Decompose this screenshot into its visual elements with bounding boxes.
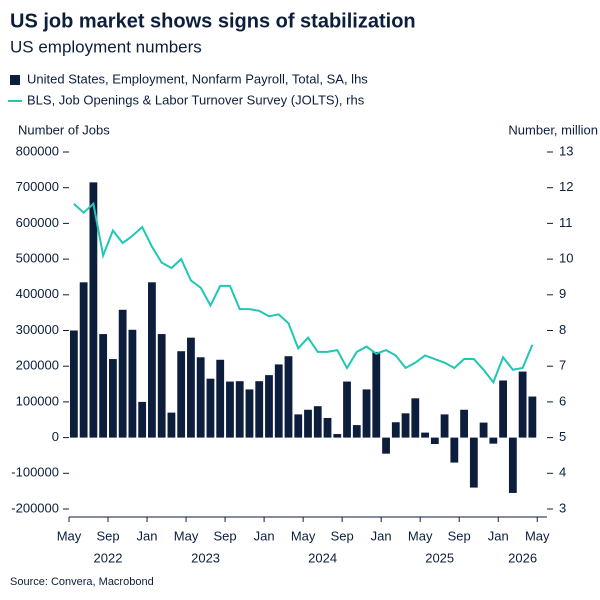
bar	[391, 422, 400, 438]
y-tick-label: 700000	[16, 179, 59, 194]
bar	[304, 409, 312, 438]
legend-label: BLS, Job Openings & Labor Turnover Surve…	[27, 92, 365, 107]
bar	[508, 437, 517, 493]
y-tick-label: 600000	[16, 215, 59, 230]
bar	[206, 378, 215, 438]
x-tick-label: Jan	[254, 528, 275, 543]
bar	[157, 334, 166, 438]
x-tick-label: May	[291, 528, 316, 543]
bar	[372, 351, 381, 438]
y2-tick-label: 5	[559, 429, 566, 444]
bar	[323, 417, 332, 438]
x-tick-label: Sep	[448, 528, 471, 543]
bar	[89, 182, 98, 438]
x-tick-label: Sep	[96, 528, 119, 543]
bar	[528, 396, 537, 438]
y2-tick-label: 13	[559, 143, 573, 158]
source-note: Source: Convera, Macrobond	[10, 576, 154, 588]
bar	[430, 437, 439, 445]
bar	[313, 406, 322, 438]
y-tick-label: -200000	[11, 500, 59, 515]
bar	[69, 330, 78, 438]
y-tick-label: 0	[52, 429, 59, 444]
bar	[118, 309, 127, 438]
bar	[421, 432, 429, 438]
bar	[411, 398, 420, 438]
bar	[352, 425, 361, 438]
x-tick-label: Sep	[331, 528, 354, 543]
bar	[469, 437, 478, 488]
bar	[167, 412, 176, 438]
y-tick-label: 500000	[16, 251, 59, 266]
bar	[177, 351, 186, 438]
x-tick-label: Jan	[371, 528, 392, 543]
bar	[196, 357, 205, 438]
y2-tick-label: 12	[559, 179, 573, 194]
bar	[333, 434, 342, 438]
y-axis-title: Number of Jobs	[18, 122, 110, 137]
y2-tick-label: 7	[559, 358, 566, 373]
chart-subtitle: US employment numbers	[10, 37, 202, 56]
y-tick-label: 200000	[16, 358, 59, 373]
y-tick-label: -100000	[11, 465, 59, 480]
bar	[148, 282, 156, 438]
year-label: 2025	[425, 550, 454, 565]
bar	[255, 381, 264, 438]
year-label: 2022	[94, 550, 123, 565]
x-tick-label: Jan	[137, 528, 158, 543]
legend-label: United States, Employment, Nonfarm Payro…	[27, 71, 368, 86]
bar	[216, 359, 225, 438]
bar	[265, 375, 273, 438]
year-label: 2024	[308, 550, 337, 565]
y-tick-label: 800000	[16, 143, 59, 158]
y2-tick-label: 8	[559, 322, 566, 337]
bar	[79, 282, 88, 438]
bar	[284, 356, 293, 438]
bar	[138, 401, 147, 438]
bar	[499, 380, 508, 438]
x-tick-label: Jan	[488, 528, 509, 543]
y-tick-label: 100000	[16, 393, 59, 408]
y2-tick-label: 6	[559, 393, 566, 408]
y2-axis-title: Number, million	[508, 122, 598, 137]
bar	[450, 437, 459, 463]
bar	[235, 381, 244, 438]
bar	[382, 437, 390, 454]
x-tick-label: May	[57, 528, 82, 543]
line	[73, 201, 534, 385]
year-label: 2023	[191, 550, 220, 565]
legend-swatch	[10, 75, 20, 85]
x-tick-label: May	[408, 528, 433, 543]
y2-tick-label: 4	[559, 465, 566, 480]
bar	[489, 437, 498, 444]
bar	[440, 414, 449, 438]
y2-tick-label: 10	[559, 251, 573, 266]
bar	[187, 337, 195, 438]
bar	[518, 371, 527, 438]
y2-tick-label: 3	[559, 500, 566, 515]
bar	[245, 389, 254, 438]
y2-tick-label: 11	[559, 215, 573, 230]
bar	[226, 381, 234, 438]
chart-title: US job market shows signs of stabilizati…	[10, 10, 416, 32]
bar	[401, 413, 410, 438]
year-label: 2026	[508, 550, 537, 565]
x-tick-label: Sep	[214, 528, 237, 543]
bar	[343, 381, 351, 438]
bar	[479, 422, 488, 438]
bar	[362, 389, 371, 438]
bar	[128, 329, 137, 438]
x-tick-label: May	[174, 528, 199, 543]
bar	[108, 359, 117, 438]
y-tick-label: 300000	[16, 322, 59, 337]
bar	[99, 334, 108, 438]
bar	[294, 414, 303, 438]
bar	[460, 409, 468, 438]
y2-tick-label: 9	[559, 286, 566, 301]
x-tick-label: May	[525, 528, 550, 543]
y-tick-label: 400000	[16, 286, 59, 301]
bar	[274, 364, 283, 438]
